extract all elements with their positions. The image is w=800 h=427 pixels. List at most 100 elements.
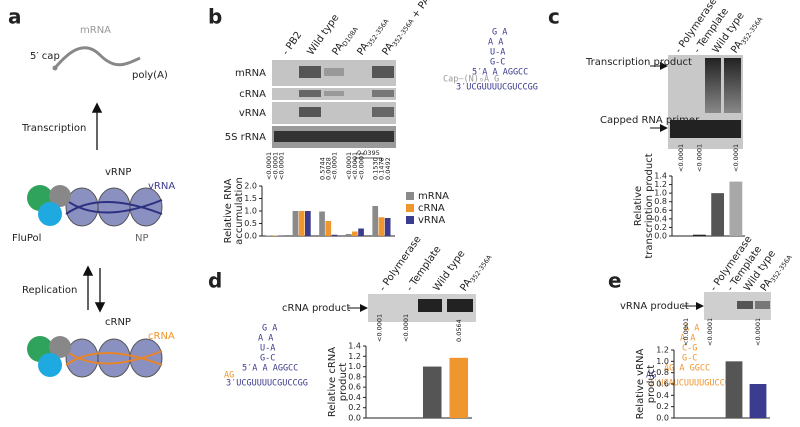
y-axis-label: Relative (633, 186, 644, 226)
label-sub: 352-356A (391, 17, 416, 48)
y-tick-label: 0.0 (656, 414, 669, 423)
blot-label: vRNA (239, 108, 266, 119)
p-value: <0.0001 (345, 152, 353, 180)
legend-swatch (406, 216, 414, 224)
blot-label: cRNA product (282, 303, 350, 314)
sequence: A A (488, 38, 503, 48)
legend-label: cRNA (418, 203, 445, 214)
bar (278, 235, 285, 236)
sequence: A A (684, 324, 699, 334)
y-tick-label: 1.4 (654, 172, 667, 181)
sequence: U-A (260, 344, 275, 354)
label: vRNP (105, 167, 131, 178)
y-tick-label: 0.0 (348, 414, 361, 423)
y-tick-label: 1.2 (654, 180, 667, 189)
sequence: G A (492, 28, 507, 38)
panel-label: e (608, 269, 622, 293)
y-tick-label: 0.4 (656, 391, 669, 400)
legend-label: vRNA (418, 215, 445, 226)
bar (749, 384, 767, 418)
sequence: 3′UCAUCUUUUGUCCGG (648, 379, 735, 389)
bar (305, 211, 311, 236)
panel-label: b (208, 5, 222, 29)
y-tick-label: 0.0 (654, 232, 667, 241)
p-value: <0.0001 (271, 152, 279, 180)
label-sub: 352-356A (469, 253, 494, 284)
panel-label: c (548, 5, 560, 29)
bar (358, 228, 364, 236)
legend-swatch (406, 204, 414, 212)
y-tick-label: 0.2 (654, 223, 667, 232)
p-value: <0.0001 (357, 152, 365, 180)
p-value: <0.0001 (402, 314, 410, 342)
y-axis-label: product (338, 363, 349, 402)
legend-label: mRNA (418, 191, 449, 202)
y-axis-label: accumulation (234, 177, 245, 245)
blot (668, 55, 743, 149)
y-tick-label: 2.0 (244, 182, 257, 191)
y-tick-label: 0.8 (656, 368, 669, 377)
sequence: 3′UCGUUUUCGUCCGG (226, 379, 308, 389)
cap (52, 65, 58, 71)
label-sub: D108A (341, 25, 360, 48)
bar (422, 366, 442, 418)
crnp (27, 336, 163, 378)
y-tick-label: 0.4 (348, 393, 361, 402)
sequence: G A (262, 324, 277, 334)
label: mRNA (80, 25, 111, 36)
bar (345, 234, 352, 236)
bar (292, 211, 299, 236)
blot-label: 5S rRNA (225, 132, 266, 143)
bracket (354, 157, 383, 162)
bar (372, 206, 379, 236)
sequence: 5′A A AGGCC (242, 364, 298, 374)
sequence: G-C (490, 58, 505, 68)
bar (331, 234, 338, 236)
p-value: <0.0001 (677, 144, 685, 172)
bar (692, 234, 706, 236)
lane-label: PA352-356A + PAD108A (380, 0, 446, 60)
y-tick-label: 1.4 (348, 342, 361, 351)
y-tick-label: 0.0 (244, 232, 257, 241)
primer: AG (646, 371, 656, 381)
label: poly(A) (132, 70, 168, 81)
blot-label: Capped RNA primer (600, 115, 700, 126)
sequence: U-A (490, 48, 505, 58)
label: NP (135, 233, 149, 244)
blot-label: vRNA product (620, 301, 689, 312)
bar (449, 357, 469, 418)
p-value: <0.0001 (732, 144, 740, 172)
y-axis-label: Relative vRNA (635, 348, 646, 419)
bar (325, 221, 332, 236)
p-value: 0.5744 (318, 157, 326, 180)
sequence: C-G (682, 344, 697, 354)
label: Replication (22, 285, 77, 296)
bar (384, 218, 391, 236)
sequence: G-C (682, 354, 697, 364)
bar (272, 235, 278, 236)
blot (272, 60, 396, 148)
y-tick-label: 0.8 (348, 372, 361, 381)
bar (298, 211, 305, 236)
y-tick-label: 0.2 (656, 402, 669, 411)
primer: AG (224, 371, 234, 381)
label-part: + PA (408, 0, 433, 23)
y-tick-label: 1.2 (348, 352, 361, 361)
y-axis-label: product (646, 365, 657, 404)
bar (351, 231, 358, 236)
y-tick-label: 1.5 (244, 194, 257, 203)
y-tick-label: 0.4 (654, 214, 667, 223)
bar (729, 181, 743, 236)
bar (319, 211, 325, 236)
legend-swatch (406, 192, 414, 200)
panel-label: a (8, 5, 22, 29)
blot (368, 294, 476, 322)
label: vRNA (148, 181, 175, 192)
y-tick-label: 1.0 (348, 362, 361, 371)
blot-label: cRNA (239, 89, 266, 100)
blot-label: Transcription product (585, 57, 692, 68)
blot-label: mRNA (235, 68, 266, 79)
label-part: - PB2 (280, 30, 304, 58)
y-tick-label: 1.2 (656, 346, 669, 355)
